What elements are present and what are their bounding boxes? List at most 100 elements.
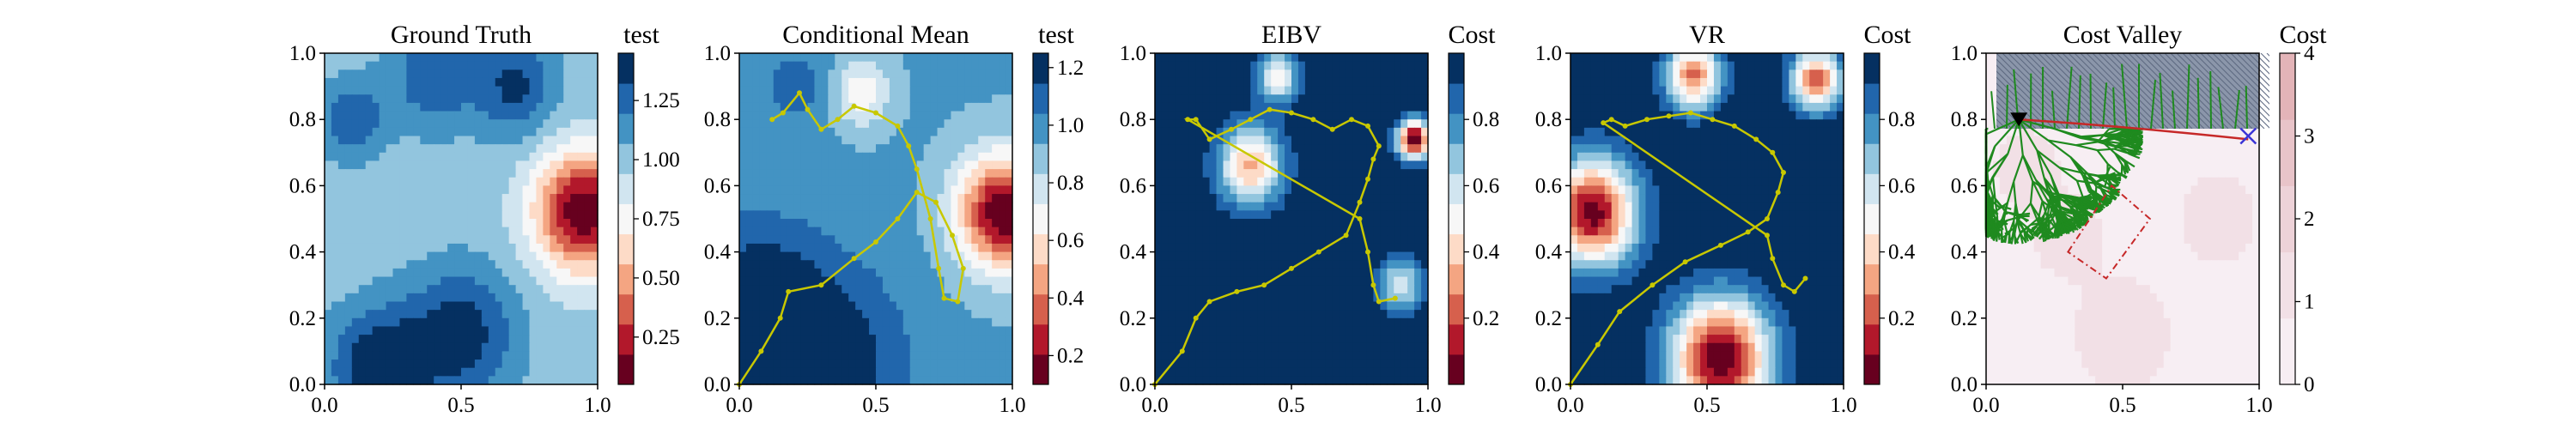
heatmap-cell (780, 342, 788, 352)
heatmap-cell (766, 160, 775, 170)
heatmap-cell (916, 235, 925, 245)
heatmap-cell (584, 360, 592, 369)
heatmap-cell (386, 127, 394, 137)
heatmap-cell (1291, 335, 1299, 344)
heatmap-cell (971, 53, 979, 63)
heatmap-cell (399, 102, 407, 112)
heatmap-cell (1168, 235, 1176, 245)
heatmap-cell (752, 360, 761, 369)
heatmap-cell (1250, 310, 1258, 319)
heatmap-cell (1352, 210, 1361, 220)
heatmap-cell (563, 360, 571, 369)
heatmap-cell (1291, 260, 1299, 269)
heatmap-cell (577, 77, 585, 88)
heatmap-cell (821, 94, 829, 104)
heatmap-cell (1297, 310, 1306, 319)
heatmap-cell (835, 326, 842, 335)
heatmap-cell (1209, 317, 1218, 328)
heatmap-cell (358, 160, 367, 170)
heatmap-cell (1168, 127, 1176, 137)
heatmap-cell (365, 194, 374, 203)
heatmap-cell (1297, 335, 1306, 344)
heatmap-cell (739, 53, 747, 63)
heatmap-cell (570, 351, 578, 360)
heatmap-cell (745, 342, 754, 352)
colorbar-band (1449, 113, 1464, 144)
heatmap-cell (1182, 326, 1190, 335)
heatmap-cell (882, 210, 890, 220)
heatmap-cell (1311, 69, 1320, 79)
heatmap-cell (1257, 152, 1265, 162)
heatmap-cell (992, 210, 999, 220)
heatmap-cell (902, 144, 911, 154)
heatmap-cell (999, 285, 1006, 294)
heatmap-cell (752, 127, 761, 137)
heatmap-cell (420, 86, 428, 95)
heatmap-cell (1414, 102, 1422, 112)
heatmap-cell (508, 235, 517, 245)
heatmap-cell (1387, 285, 1394, 294)
heatmap-cell (556, 61, 564, 70)
heatmap-cell (1373, 202, 1381, 211)
heatmap-cell (869, 268, 877, 278)
heatmap-cell (344, 144, 353, 154)
heatmap-cell (1209, 301, 1218, 311)
heatmap-cell (563, 326, 571, 335)
heatmap-cell (331, 251, 339, 261)
heatmap-cell (1264, 219, 1272, 228)
heatmap-cell (1332, 219, 1340, 228)
heatmap-cell (909, 61, 918, 70)
heatmap-cell (440, 285, 448, 294)
heatmap-cell (344, 136, 353, 145)
heatmap-cell (1339, 276, 1347, 286)
heatmap-cell (522, 69, 531, 79)
heatmap-cell (1366, 285, 1374, 294)
heatmap-cell (1216, 268, 1224, 278)
heatmap-cell (862, 185, 870, 195)
heatmap-cell (882, 285, 890, 294)
heatmap-cell (529, 301, 538, 311)
heatmap-cell (1005, 376, 1013, 385)
heatmap-cell (467, 69, 476, 79)
heatmap-cell (1359, 69, 1368, 79)
heatmap-cell (841, 301, 849, 311)
heatmap-cell (1243, 53, 1251, 63)
heatmap-cell (944, 317, 952, 328)
heatmap-cell (351, 144, 360, 154)
heatmap-cell (1155, 61, 1163, 70)
heatmap-cell (937, 251, 945, 261)
heatmap-cell (1155, 185, 1163, 195)
heatmap-cell (474, 144, 483, 154)
heatmap-cell (773, 177, 781, 186)
heatmap-cell (372, 102, 380, 112)
heatmap-cell (759, 293, 768, 303)
heatmap-cell (1209, 169, 1218, 178)
heatmap-cell (937, 342, 945, 352)
heatmap-cell (1421, 202, 1429, 211)
heatmap-cell (1297, 160, 1306, 170)
heatmap-cell (379, 326, 387, 335)
heatmap-cell (896, 185, 904, 195)
heatmap-cell (550, 111, 557, 120)
heatmap-cell (992, 202, 999, 211)
heatmap-cell (835, 53, 842, 63)
heatmap-cell (1209, 251, 1218, 261)
heatmap-cell (916, 376, 925, 385)
heatmap-cell (985, 202, 993, 211)
heatmap-cell (1271, 251, 1279, 261)
heatmap-cell (951, 61, 958, 70)
heatmap-cell (556, 235, 564, 245)
heatmap-cell (325, 169, 332, 178)
heatmap-cell (1318, 285, 1327, 294)
heatmap-cell (1278, 227, 1285, 236)
heatmap-cell (1352, 194, 1361, 203)
heatmap-cell (406, 177, 414, 186)
heatmap-cell (434, 61, 441, 70)
heatmap-cell (467, 301, 476, 311)
heatmap-cell (985, 144, 993, 154)
heatmap-cell (501, 136, 510, 145)
heatmap-cell (1195, 351, 1204, 360)
heatmap-cell (1264, 202, 1272, 211)
heatmap-cell (1332, 144, 1340, 154)
heatmap-cell (793, 342, 802, 352)
